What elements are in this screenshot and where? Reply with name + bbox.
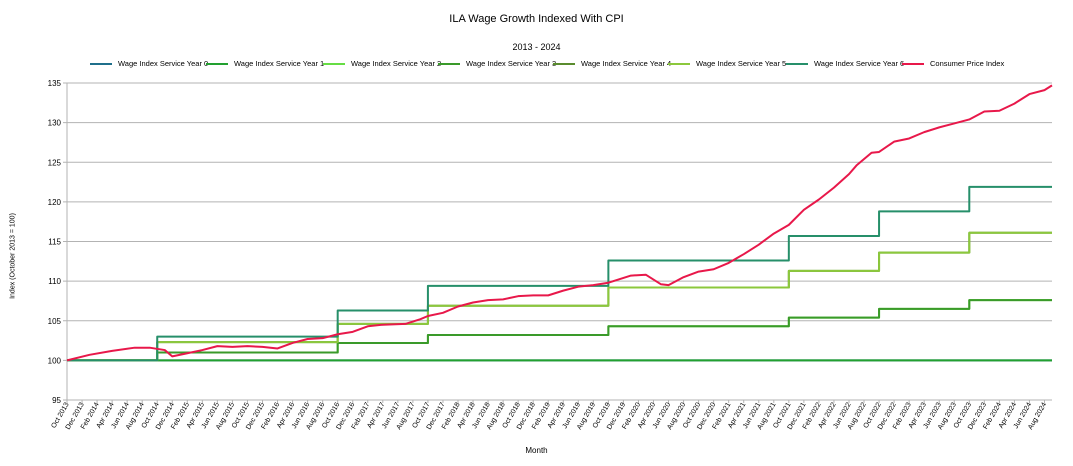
y-tick-label: 105 <box>48 317 62 326</box>
legend-label: Wage Index Service Year 0 <box>118 59 209 68</box>
series-line-year-6 <box>67 185 1052 362</box>
y-tick-label: 115 <box>48 238 61 247</box>
legend-label: Wage Index Service Year 3 <box>466 59 557 68</box>
legend-label: Wage Index Service Year 2 <box>351 59 442 68</box>
y-tick-label: 120 <box>48 198 62 207</box>
y-tick-label: 125 <box>48 158 62 167</box>
legend-label: Wage Index Service Year 1 <box>234 59 325 68</box>
legend-swatch <box>668 63 690 65</box>
y-tick-label: 95 <box>52 396 61 405</box>
legend-swatch <box>786 63 808 65</box>
chart-legend: Wage Index Service Year 0 Wage Index Serv… <box>0 58 1073 70</box>
y-tick-label: 135 <box>48 79 62 88</box>
legend-label: Wage Index Service Year 4 <box>581 59 672 68</box>
x-axis-label: Month <box>525 446 548 455</box>
legend-label: Wage Index Service Year 6 <box>814 59 905 68</box>
chart-title: ILA Wage Growth Indexed With CPI <box>449 13 624 25</box>
series-line-cpi <box>66 84 1053 362</box>
legend-swatch <box>902 63 924 65</box>
series-line-year-3 <box>67 299 1052 362</box>
legend-swatch <box>206 63 228 65</box>
y-tick-label: 100 <box>48 356 62 365</box>
y-tick-label: 110 <box>48 277 61 286</box>
legend-swatch <box>90 63 112 65</box>
legend-swatch <box>553 63 575 65</box>
legend-label: Wage Index Service Year 5 <box>696 59 787 68</box>
legend-swatch <box>323 63 345 65</box>
legend-label: Consumer Price Index <box>930 59 1005 68</box>
y-tick-label: 130 <box>48 119 62 128</box>
chart-subtitle: 2013 - 2024 <box>512 42 561 52</box>
legend-swatch <box>438 63 460 65</box>
series-line-year-5 <box>67 231 1052 362</box>
